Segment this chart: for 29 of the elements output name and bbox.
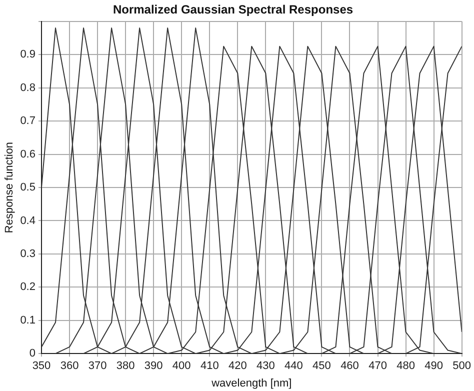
x-tick-label: 430 xyxy=(256,360,275,372)
x-tick-label: 450 xyxy=(312,360,331,372)
x-tick-label: 360 xyxy=(60,360,79,372)
x-tick-label: 440 xyxy=(284,360,303,372)
x-tick-label: 400 xyxy=(172,360,191,372)
y-axis-title: Response function xyxy=(4,142,16,234)
x-tick-label: 500 xyxy=(452,360,472,372)
x-tick-label: 390 xyxy=(144,360,163,372)
x-tick-label: 480 xyxy=(396,360,415,372)
chart-title: Normalized Gaussian Spectral Responses xyxy=(112,2,354,17)
y-tick-label: 0.5 xyxy=(20,182,36,194)
x-tick-label: 490 xyxy=(424,360,443,372)
y-tick-label: 0.4 xyxy=(20,214,36,227)
x-tick-label: 420 xyxy=(228,360,247,372)
y-tick-label: 0.7 xyxy=(20,115,36,128)
y-tick-label: 0.2 xyxy=(20,281,36,294)
y-tick-label: 0.6 xyxy=(20,148,36,160)
x-tick-label: 350 xyxy=(32,360,51,372)
y-tick-label: 0.1 xyxy=(20,314,36,326)
y-tick-label: 0.3 xyxy=(20,248,36,260)
x-tick-label: 380 xyxy=(116,360,135,372)
x-tick-label: 370 xyxy=(88,360,107,372)
y-tick-label: 0 xyxy=(29,348,36,360)
x-axis-title: wavelength [nm] xyxy=(210,377,292,390)
x-tick-label: 460 xyxy=(340,360,359,372)
y-tick-label: 0.9 xyxy=(20,48,36,61)
x-tick-label: 470 xyxy=(368,360,387,372)
y-tick-label: 0.8 xyxy=(20,82,36,94)
x-tick-label: 410 xyxy=(200,360,219,372)
